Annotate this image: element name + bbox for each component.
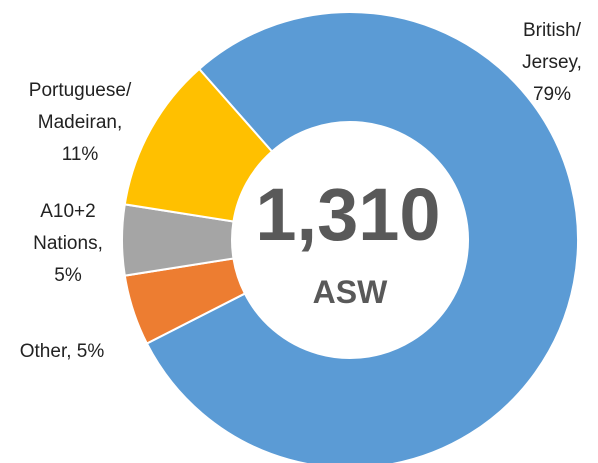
slices: [121, 11, 579, 463]
center-sublabel: ASW: [313, 274, 388, 310]
slice: [145, 11, 579, 463]
slice: [123, 67, 274, 223]
data-label: Portuguese/Madeiran, 11%: [29, 80, 132, 165]
center-label: 1,310: [255, 173, 440, 256]
data-label: A10+2 Nations, 5%: [33, 201, 103, 286]
data-label: Other, 5%: [20, 341, 105, 362]
data-label: British/Jersey, 79%: [522, 20, 582, 105]
